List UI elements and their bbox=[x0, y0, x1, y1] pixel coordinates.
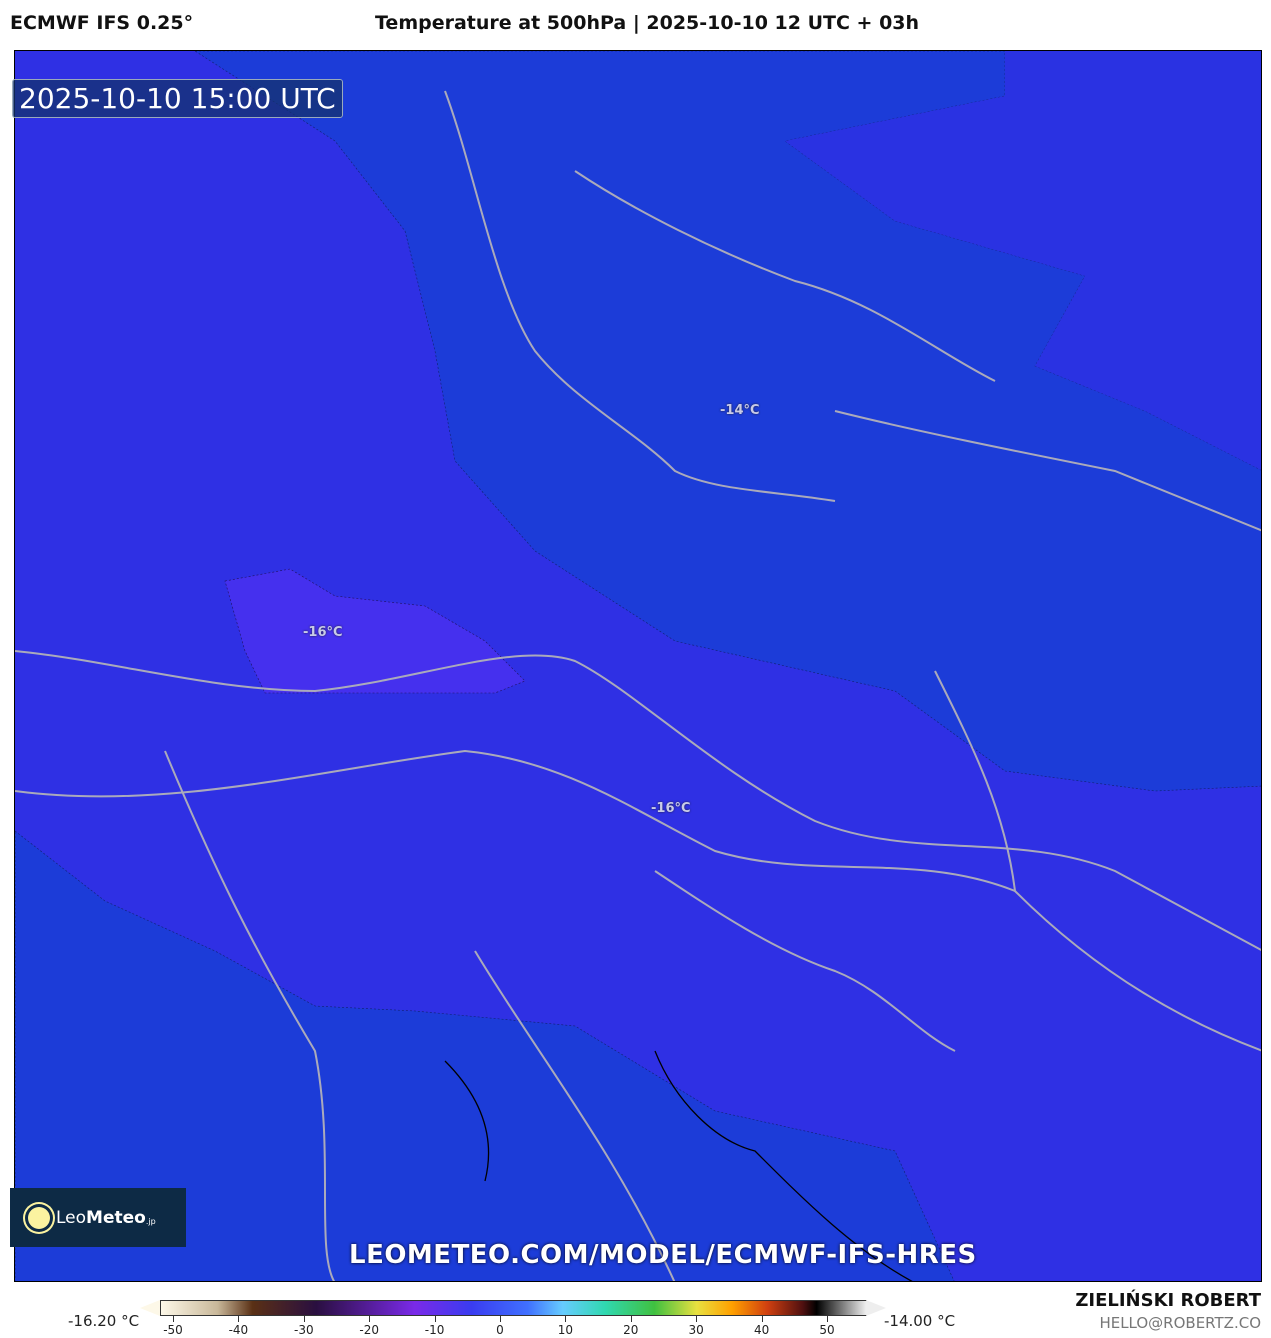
colorbar-tick bbox=[173, 1316, 174, 1322]
colorbar-high-extension bbox=[866, 1300, 886, 1316]
colorbar-min-label: -16.20 °C bbox=[68, 1312, 140, 1330]
colorbar-tick bbox=[565, 1316, 567, 1322]
colorbar-tick-label: -50 bbox=[163, 1323, 183, 1337]
sun-icon bbox=[28, 1206, 50, 1229]
colorbar-tick bbox=[303, 1316, 305, 1322]
chart-title: Temperature at 500hPa | 2025-10-10 12 UT… bbox=[375, 12, 920, 34]
map-fields bbox=[15, 51, 1261, 1281]
logo-suffix: .jp bbox=[145, 1217, 156, 1226]
colorbar-tick bbox=[696, 1316, 698, 1322]
borders bbox=[15, 90, 1261, 1281]
valid-time-badge: 2025-10-10 15:00 UTC bbox=[12, 79, 343, 118]
contour-label: -16°C bbox=[303, 625, 343, 640]
watermark-url: LEOMETEO.COM/MODEL/ECMWF-IFS-HRES bbox=[349, 1240, 977, 1270]
warm-region-southwest bbox=[15, 830, 955, 1281]
author-credit: ZIELIŃSKI ROBERT bbox=[1075, 1290, 1261, 1311]
leometeo-logo[interactable]: Leo Meteo .jp bbox=[10, 1188, 186, 1247]
colorbar-max-label: -14.00 °C bbox=[884, 1312, 956, 1330]
colorbar-tick-label: 50 bbox=[819, 1323, 835, 1337]
warm-region-northeast bbox=[785, 51, 1261, 470]
colorbar-low-extension bbox=[140, 1300, 160, 1316]
colorbar-tick-label: 40 bbox=[753, 1323, 770, 1337]
model-name: ECMWF IFS 0.25° bbox=[10, 12, 194, 34]
colorbar-tick bbox=[500, 1316, 501, 1322]
colorbar-tick bbox=[761, 1316, 763, 1322]
logo-text: Leo bbox=[56, 1207, 87, 1228]
colorbar-tick bbox=[369, 1316, 371, 1322]
contour-label: -16°C bbox=[651, 801, 691, 816]
logo-text-bold: Meteo bbox=[86, 1207, 146, 1228]
colorbar-tick-label: 30 bbox=[688, 1323, 704, 1337]
colorbar-tick bbox=[434, 1316, 436, 1322]
temperature-map[interactable]: -14°C -16°C -16°C bbox=[14, 50, 1262, 1282]
colorbar-tick bbox=[238, 1316, 240, 1322]
coastlines bbox=[444, 1050, 913, 1281]
cold-region bbox=[224, 568, 526, 694]
colorbar-tick-label: -40 bbox=[228, 1323, 249, 1337]
contour-label: -14°C bbox=[720, 403, 760, 418]
colorbar bbox=[160, 1300, 867, 1316]
colorbar-tick-label: -10 bbox=[424, 1323, 445, 1337]
colorbar-tick-label: -30 bbox=[293, 1323, 314, 1337]
author-email[interactable]: HELLO@ROBERTZ.CO bbox=[1099, 1314, 1261, 1332]
colorbar-tick-label: 0 bbox=[496, 1323, 504, 1337]
colorbar-tick bbox=[630, 1316, 632, 1322]
colorbar-tick bbox=[827, 1316, 828, 1322]
colorbar-tick-label: -20 bbox=[359, 1323, 379, 1337]
colorbar-tick-label: 10 bbox=[557, 1323, 574, 1337]
warm-region-north bbox=[194, 51, 1261, 792]
colorbar-tick-label: 20 bbox=[623, 1323, 639, 1337]
